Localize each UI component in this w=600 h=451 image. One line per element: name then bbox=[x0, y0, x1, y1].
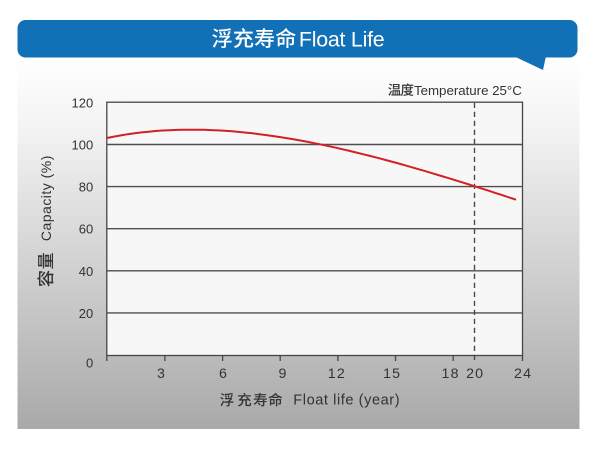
svg-text:20: 20 bbox=[466, 366, 484, 382]
svg-text:9: 9 bbox=[279, 366, 288, 382]
svg-text:Capacity (%): Capacity (%) bbox=[38, 156, 54, 242]
svg-text:60: 60 bbox=[79, 222, 93, 237]
svg-text:120: 120 bbox=[71, 95, 93, 110]
svg-text:24: 24 bbox=[514, 366, 532, 382]
svg-text:18: 18 bbox=[442, 366, 460, 382]
svg-text:12: 12 bbox=[328, 366, 346, 382]
svg-text:6: 6 bbox=[219, 366, 228, 382]
svg-text:20: 20 bbox=[79, 306, 93, 321]
svg-text:15: 15 bbox=[383, 366, 401, 382]
svg-text:100: 100 bbox=[71, 138, 93, 153]
svg-text:40: 40 bbox=[79, 264, 93, 279]
svg-text:Temperature 25°C: Temperature 25°C bbox=[414, 83, 522, 98]
svg-text:0: 0 bbox=[86, 356, 93, 371]
svg-text:Float Life: Float Life bbox=[299, 27, 385, 51]
svg-text:3: 3 bbox=[157, 366, 166, 382]
svg-text:Float life (year): Float life (year) bbox=[293, 393, 399, 409]
svg-text:80: 80 bbox=[79, 180, 93, 195]
